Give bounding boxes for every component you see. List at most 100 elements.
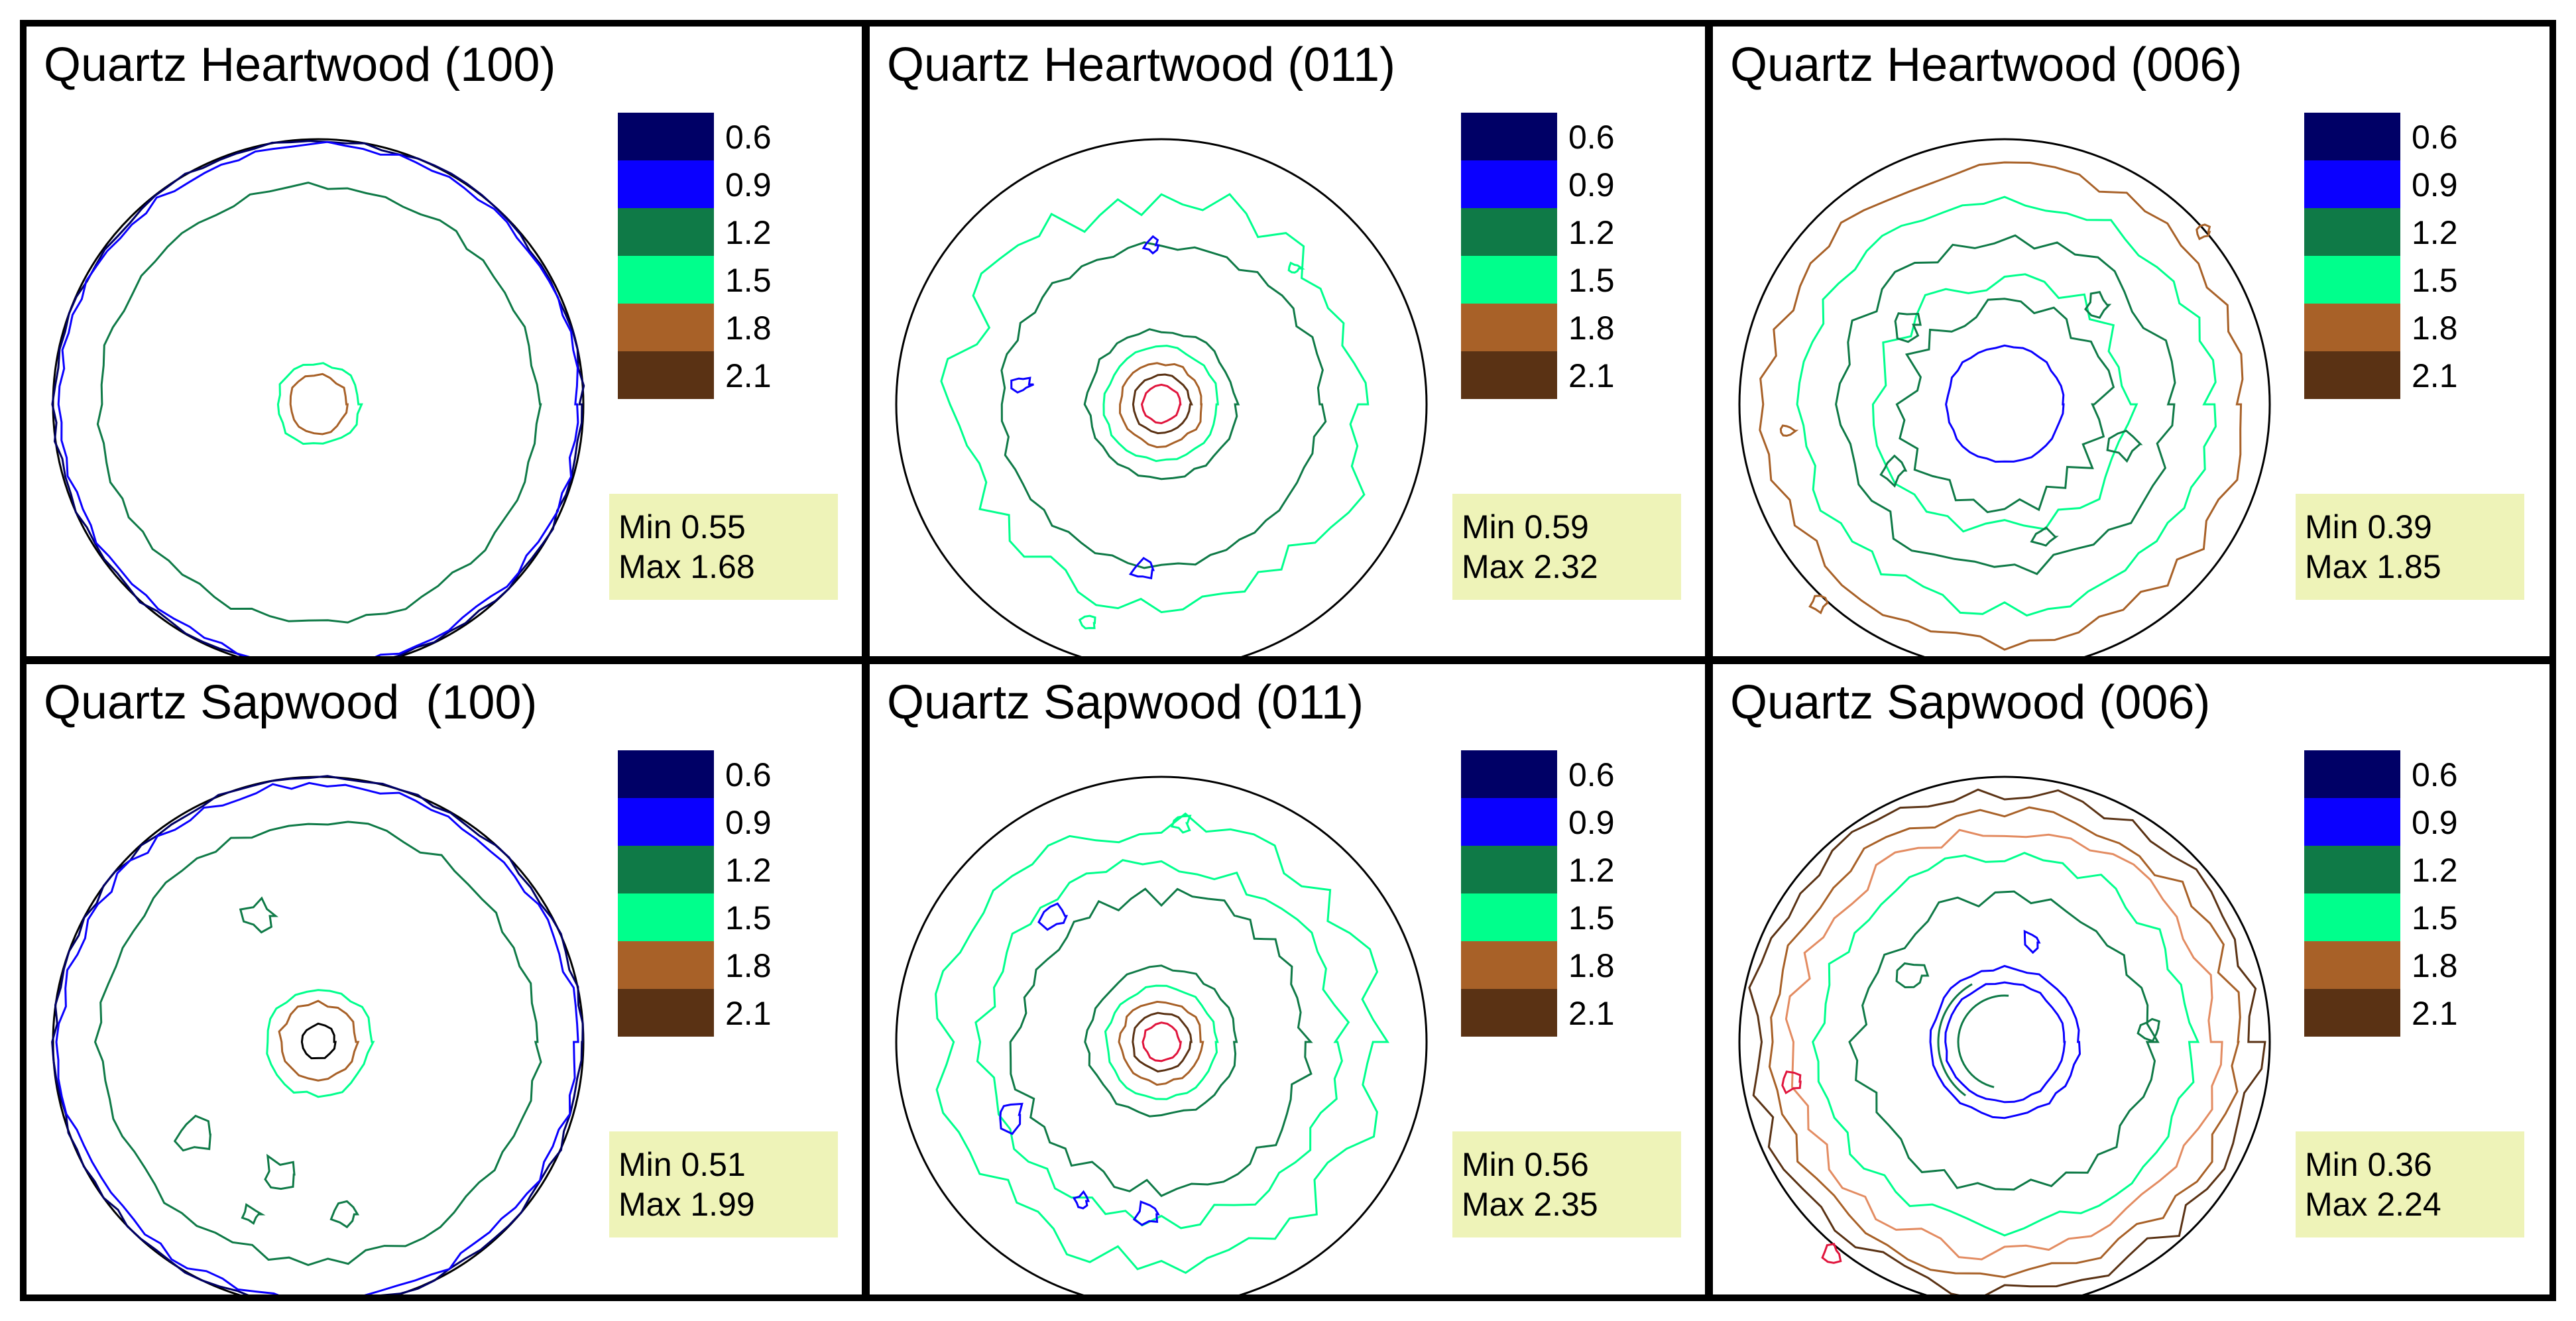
- contour-line: [1748, 788, 2266, 1294]
- legend-entry: 0.9: [2304, 798, 2477, 846]
- legend-level-label: 1.5: [725, 899, 772, 937]
- legend-entry: 0.6: [618, 750, 790, 798]
- contour-line: [1929, 964, 2081, 1120]
- contour-line: [1785, 829, 2223, 1261]
- legend-level-label: 0.9: [725, 804, 772, 841]
- pole-figure-plot: [51, 775, 585, 1294]
- contour-line: [1871, 273, 2138, 533]
- contour-line: [55, 781, 579, 1294]
- legend-entry: 0.9: [1461, 160, 1633, 208]
- pole-figure-panel-sw-006: Quartz Sapwood (006) 0.6 0.9 1.2 1.5 1.8 2.1 Mi…: [1706, 658, 2556, 1301]
- max-value-label: Max 1.99: [618, 1186, 755, 1223]
- legend-swatch: [1461, 798, 1557, 846]
- legend-swatch: [1461, 208, 1557, 256]
- contour-line: [239, 896, 279, 934]
- contour-line: [1078, 614, 1096, 630]
- contour-line: [1171, 815, 1192, 834]
- contour-line: [1848, 890, 2160, 1191]
- legend-swatch: [618, 256, 714, 304]
- contour-line: [1132, 373, 1193, 435]
- legend-swatch: [2304, 893, 2400, 941]
- legend-swatch: [618, 113, 714, 160]
- contour-line: [57, 141, 579, 656]
- contour-line: [935, 812, 1390, 1275]
- contour-line: [1895, 298, 2115, 514]
- legend-swatch: [1461, 113, 1557, 160]
- min-value-label: Min 0.59: [1462, 508, 1589, 546]
- contour-level-legend: 0.6 0.9 1.2 1.5 1.8 2.1: [2304, 113, 2477, 399]
- contour-line: [1796, 196, 2217, 617]
- contour-line: [278, 1000, 360, 1082]
- legend-swatch: [2304, 846, 2400, 893]
- contour-line: [2137, 1017, 2160, 1043]
- pole-figure-plot: [1738, 138, 2271, 656]
- legend-entry: 1.2: [618, 208, 790, 256]
- contour-line: [1879, 454, 1908, 488]
- legend-level-label: 1.2: [725, 852, 772, 889]
- panel-title: Quartz Sapwood (100): [44, 676, 538, 729]
- legend-entry: 1.5: [1461, 893, 1633, 941]
- legend-swatch: [618, 989, 714, 1037]
- legend-level-label: 1.5: [2412, 899, 2458, 937]
- contour-line: [1779, 424, 1799, 437]
- legend-level-label: 1.2: [1568, 852, 1615, 889]
- max-value-label: Max 1.85: [2305, 548, 2441, 585]
- pole-figure-panel-sw-100: Quartz Sapwood (100) 0.6 0.9 1.2 1.5 1.8 2.1 Mi…: [20, 658, 868, 1301]
- contour-line: [1945, 344, 2065, 463]
- legend-swatch: [618, 750, 714, 798]
- legend-swatch: [1461, 989, 1557, 1037]
- contour-line: [1118, 362, 1203, 449]
- contour-line: [1102, 345, 1219, 463]
- legend-swatch: [1461, 160, 1557, 208]
- contour-line: [1821, 1243, 1842, 1264]
- pole-figure-boundary-circle: [895, 775, 1428, 1294]
- contour-line: [1894, 312, 1922, 343]
- legend-level-label: 1.2: [1568, 214, 1615, 251]
- panel-title: Quartz Heartwood (100): [44, 38, 556, 91]
- pole-figure-panel-hw-100: Quartz Heartwood (100) 0.6 0.9 1.2 1.5 1.8 2.1…: [20, 20, 868, 663]
- contour-line: [999, 1102, 1024, 1135]
- legend-level-label: 1.8: [1568, 310, 1615, 347]
- contour-line: [2023, 929, 2041, 954]
- contour-line: [276, 362, 363, 445]
- min-value-label: Min 0.39: [2305, 508, 2432, 546]
- legend-level-label: 0.9: [1568, 166, 1615, 203]
- legend-level-label: 1.5: [1568, 262, 1615, 299]
- legend-entry: 0.6: [1461, 113, 1633, 160]
- legend-swatch: [1461, 750, 1557, 798]
- legend-entry: 1.8: [2304, 304, 2477, 351]
- legend-level-label: 0.9: [1568, 804, 1615, 841]
- legend-level-label: 2.1: [1568, 995, 1615, 1032]
- legend-entry: 2.1: [2304, 989, 2477, 1037]
- contour-line: [2195, 223, 2211, 241]
- contour-line: [2106, 430, 2143, 463]
- contour-line: [1808, 595, 1830, 614]
- legend-level-label: 0.9: [2412, 166, 2458, 203]
- min-max-stats-box: Min 0.55 Max 1.68: [609, 494, 838, 600]
- legend-entry: 0.9: [618, 798, 790, 846]
- pole-figure-boundary-circle: [1738, 138, 2271, 656]
- min-value-label: Min 0.56: [1462, 1146, 1589, 1183]
- legend-entry: 1.5: [618, 256, 790, 304]
- legend-entry: 1.8: [2304, 941, 2477, 989]
- contour-line: [173, 1114, 212, 1152]
- legend-entry: 2.1: [618, 351, 790, 399]
- legend-entry: 1.2: [1461, 846, 1633, 893]
- legend-swatch: [2304, 798, 2400, 846]
- legend-swatch: [2304, 256, 2400, 304]
- legend-entry: 1.2: [2304, 208, 2477, 256]
- contour-line: [241, 1203, 266, 1225]
- contour-line: [1142, 235, 1160, 255]
- legend-swatch: [2304, 351, 2400, 399]
- contour-line: [96, 181, 542, 624]
- contour-line: [264, 1153, 296, 1190]
- legend-swatch: [1461, 893, 1557, 941]
- pole-figure-plot: [1738, 775, 2271, 1294]
- pole-figure-panel-sw-011: Quartz Sapwood (011) 0.6 0.9 1.2 1.5 1.8 2.1 Mi…: [863, 658, 1712, 1301]
- legend-entry: 1.5: [618, 893, 790, 941]
- legend-swatch: [618, 846, 714, 893]
- legend-swatch: [2304, 941, 2400, 989]
- legend-entry: 0.6: [2304, 113, 2477, 160]
- min-max-stats-box: Min 0.51 Max 1.99: [609, 1131, 838, 1237]
